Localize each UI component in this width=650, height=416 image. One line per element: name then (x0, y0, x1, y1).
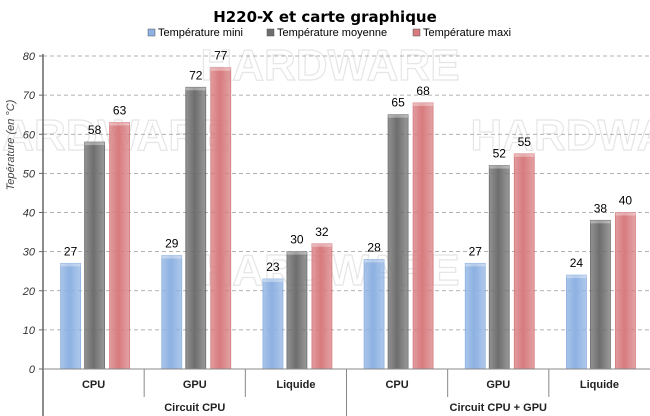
legend-swatch (266, 28, 275, 37)
bar-cap (590, 220, 611, 224)
legend: Température mini Température moyenne Tempé… (147, 27, 511, 39)
data-label: 40 (619, 194, 633, 208)
bar (262, 278, 284, 370)
bar (185, 86, 207, 370)
bar-cap (311, 243, 332, 247)
data-label: 28 (367, 240, 381, 254)
category-label: Liquide (276, 379, 315, 391)
bar (387, 114, 409, 370)
bar-cap (566, 275, 587, 279)
y-tick-label: 40 (23, 208, 36, 220)
bar-cap (615, 212, 636, 216)
bar (109, 122, 130, 370)
data-label: 65 (391, 96, 405, 110)
watermark-text: HARDWARE (470, 111, 650, 160)
bar (513, 153, 535, 370)
data-label: 30 (290, 233, 304, 247)
bar (615, 212, 636, 370)
category-label: Liquide (580, 379, 619, 391)
bar-cap (109, 122, 130, 126)
data-label: 68 (416, 84, 430, 98)
bar (210, 67, 232, 370)
bar-cap (388, 114, 409, 118)
bar-cap (286, 251, 307, 255)
legend-label: Température moyenne (277, 27, 387, 39)
y-tick-label: 50 (23, 168, 36, 180)
bars: 27 58 63 29 72 77 23 30 32 28 65 68 27 52 55 24 38 40 (60, 49, 636, 370)
data-label: 38 (594, 201, 608, 215)
data-label: 27 (469, 244, 483, 258)
bar-cap (210, 67, 231, 71)
y-tick-label: 0 (29, 364, 36, 376)
bar (566, 274, 587, 370)
bar (488, 165, 510, 370)
legend-label: Température maxi (423, 27, 511, 39)
bar (464, 262, 486, 370)
group-label: Circuit CPU (164, 402, 225, 414)
y-tick-label: 30 (23, 247, 36, 259)
bar (84, 141, 105, 370)
legend-swatch (412, 28, 421, 37)
y-axis-label: Tepérature (en °C) (5, 99, 17, 190)
bar-cap (161, 255, 182, 259)
category-label: GPU (486, 379, 510, 391)
bar (311, 243, 333, 370)
data-label: 32 (315, 225, 329, 239)
bar (286, 251, 308, 370)
category-label: CPU (82, 379, 105, 391)
legend-label: Température mini (158, 27, 243, 39)
watermark-text: HARDWARE (200, 41, 459, 90)
bar-cap (262, 279, 283, 283)
bar-cap (364, 259, 385, 263)
bar (412, 102, 434, 370)
bar-cap (489, 165, 510, 169)
y-tick-label: 80 (23, 51, 36, 63)
category-label: CPU (385, 379, 408, 391)
data-label: 23 (266, 260, 280, 274)
y-tick-label: 10 (23, 325, 36, 337)
y-tick-label: 60 (23, 129, 36, 141)
bar (363, 259, 385, 370)
group-label: Circuit CPU + GPU (450, 402, 548, 414)
gridlines: 0 10 20 30 40 50 60 70 80 (22, 51, 650, 376)
bar-cap (413, 102, 434, 106)
data-label: 29 (165, 237, 179, 251)
data-label: 55 (518, 135, 532, 149)
chart-title: H220-X et carte graphique (213, 8, 437, 26)
bar (161, 255, 183, 370)
bar-cap (60, 263, 81, 267)
bar-cap (185, 87, 206, 91)
bar (590, 219, 611, 370)
axes: CPU GPU Liquide CPU GPU Liquide Circuit CPU Cir… (42, 54, 650, 416)
legend-swatch (147, 28, 156, 37)
data-label: 72 (189, 68, 203, 82)
data-label: 77 (214, 49, 228, 63)
category-label: GPU (183, 379, 207, 391)
data-label: 52 (493, 147, 507, 161)
bar-cap (514, 153, 535, 157)
bar-cap (84, 142, 105, 146)
y-tick-label: 20 (22, 286, 36, 298)
data-label: 24 (570, 256, 584, 270)
data-label: 63 (113, 104, 127, 118)
y-tick-label: 70 (23, 90, 36, 102)
data-label: 58 (88, 123, 102, 137)
data-label: 27 (64, 244, 78, 258)
bar (60, 262, 81, 370)
bar-cap (465, 263, 486, 267)
